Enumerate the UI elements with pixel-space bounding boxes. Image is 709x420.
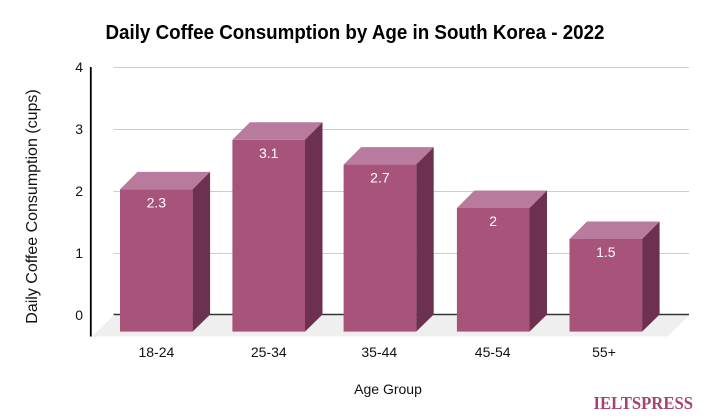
svg-text:3: 3 bbox=[75, 121, 83, 137]
svg-text:2.7: 2.7 bbox=[370, 170, 390, 186]
svg-text:Age Group: Age Group bbox=[354, 381, 422, 397]
svg-text:1: 1 bbox=[75, 245, 83, 261]
svg-text:4: 4 bbox=[75, 59, 83, 75]
svg-text:1.5: 1.5 bbox=[596, 244, 616, 260]
svg-text:2: 2 bbox=[489, 213, 497, 229]
svg-text:18-24: 18-24 bbox=[138, 344, 174, 360]
svg-text:55+: 55+ bbox=[592, 344, 616, 360]
svg-text:2: 2 bbox=[75, 183, 83, 199]
svg-text:0: 0 bbox=[75, 307, 83, 323]
svg-text:25-34: 25-34 bbox=[251, 344, 287, 360]
svg-text:IELTSPRESS: IELTSPRESS bbox=[594, 393, 694, 413]
svg-text:45-54: 45-54 bbox=[475, 344, 511, 360]
svg-text:2.3: 2.3 bbox=[147, 194, 167, 210]
svg-text:Daily Coffee Consumption by Ag: Daily Coffee Consumption by Age in South… bbox=[106, 22, 605, 44]
svg-text:3.1: 3.1 bbox=[259, 145, 279, 161]
svg-text:Daily Coffee Consumption (cups: Daily Coffee Consumption (cups) bbox=[24, 89, 41, 323]
svg-text:35-44: 35-44 bbox=[361, 344, 397, 360]
